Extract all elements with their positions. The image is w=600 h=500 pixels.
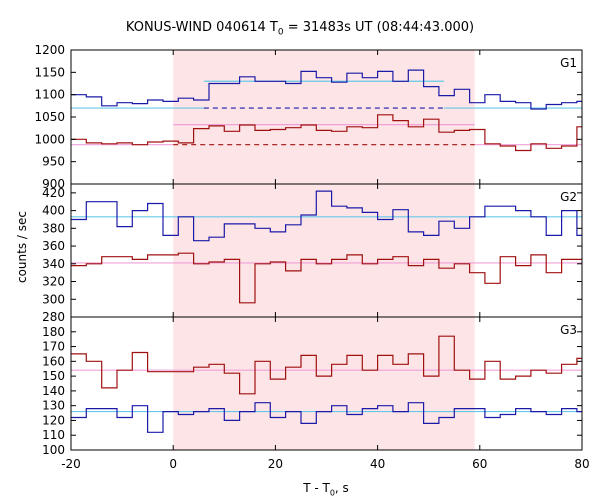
series-g1-red — [71, 114, 582, 152]
y-tick-label-g2: 400 — [42, 204, 65, 218]
highlight-interval — [173, 50, 475, 450]
panel-label-g2: G2 — [560, 190, 577, 204]
x-tick-label: 40 — [370, 457, 385, 471]
y-tick-label-g3: 180 — [42, 325, 65, 339]
y-tick-label-g1: 950 — [42, 155, 65, 169]
chart-title: KONUS-WIND 040614 T0 = 31483s UT (08:44:… — [0, 20, 600, 38]
series-g2-blue — [71, 190, 582, 242]
series-g2-red — [71, 252, 582, 304]
x-axis-label-main: T - T — [303, 481, 330, 495]
chart-title-rest: = 31483s UT (08:44:43.000) — [283, 20, 475, 35]
x-tick-label: 20 — [268, 457, 283, 471]
y-tick-label-g2: 280 — [42, 310, 65, 324]
y-tick-label-g1: 1150 — [34, 65, 65, 79]
y-tick-label-g3: 130 — [42, 399, 65, 413]
y-tick-label-g2: 360 — [42, 239, 65, 253]
y-tick-label-g1: 1100 — [34, 88, 65, 102]
y-tick-label-g2: 320 — [42, 275, 65, 289]
y-tick-label-g2: 340 — [42, 257, 65, 271]
y-tick-label-g2: 420 — [42, 186, 65, 200]
x-tick-label: 60 — [472, 457, 487, 471]
panel-frame-g3 — [70, 316, 583, 451]
y-tick-label-g1: 1200 — [34, 43, 65, 57]
x-axis-label-sub: 0 — [329, 488, 335, 498]
y-tick-label-g3: 120 — [42, 413, 65, 427]
series-g1-blue — [71, 69, 582, 110]
y-tick-label-g3: 160 — [42, 354, 65, 368]
y-tick-label-g2: 300 — [42, 292, 65, 306]
y-tick-label-g1: 1050 — [34, 110, 65, 124]
series-g3-red — [71, 335, 582, 395]
y-tick-label-g3: 100 — [42, 443, 65, 457]
chart-title-sub: 0 — [277, 27, 284, 38]
y-tick-label-g3: 140 — [42, 384, 65, 398]
y-tick-label-g3: 110 — [42, 428, 65, 442]
y-tick-label-g3: 170 — [42, 340, 65, 354]
x-axis-label: T - T0, s — [0, 481, 600, 497]
panel-label-g3: G3 — [560, 323, 577, 337]
chart-title-main: KONUS-WIND 040614 T — [125, 20, 278, 35]
panel-label-g1: G1 — [560, 56, 577, 70]
series-g3-blue — [71, 402, 582, 433]
y-tick-label-g1: 900 — [42, 177, 65, 191]
y-tick-label-g2: 380 — [42, 221, 65, 235]
x-axis-label-rest: , s — [334, 481, 349, 495]
x-tick-label: 80 — [574, 457, 589, 471]
y-tick-label-g1: 1000 — [34, 132, 65, 146]
y-tick-label-g3: 150 — [42, 369, 65, 383]
x-tick-label: -20 — [61, 457, 81, 471]
x-tick-label: 0 — [169, 457, 177, 471]
